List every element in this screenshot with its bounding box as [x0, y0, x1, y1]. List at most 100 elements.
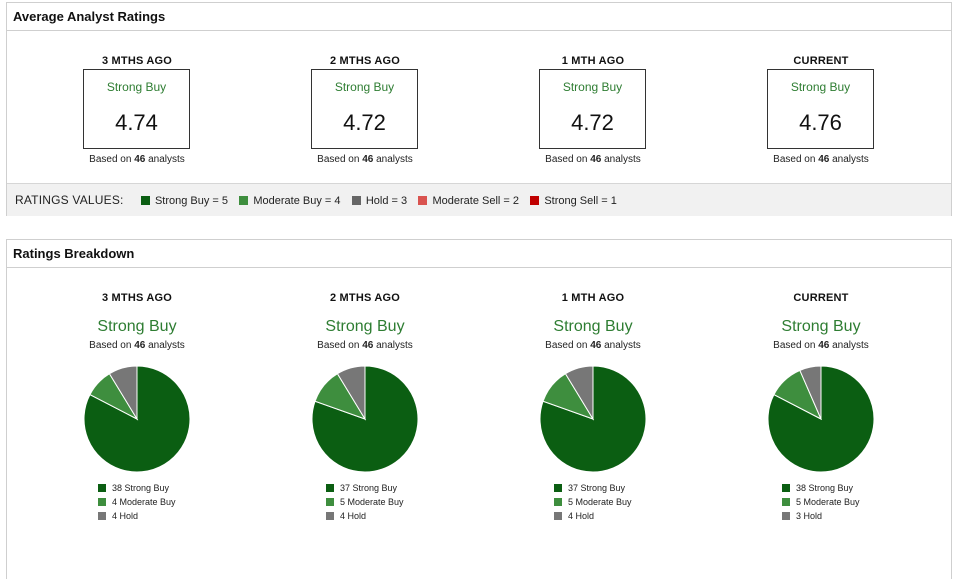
pie-legend-item: 37 Strong Buy [326, 481, 404, 495]
legend-swatch [782, 484, 790, 492]
rating-label: Strong Buy [106, 80, 167, 94]
rating-value: 4.76 [799, 110, 842, 135]
pie-legend-label: 37 Strong Buy [568, 483, 626, 493]
average-ratings-panel: Average Analyst Ratings 3 MTHS AGO Stron… [6, 2, 952, 216]
legend-swatch [326, 498, 334, 506]
pie-legend-label: 4 Hold [568, 511, 595, 521]
bd-col-2mths: 2 MTHS AGO Strong Buy Based on 46 analys… [265, 292, 465, 351]
bd-col-1mth: 1 MTH AGO Strong Buy Based on 46 analyst… [493, 292, 693, 351]
legend-swatch [554, 512, 562, 520]
ratings-breakdown-panel: Ratings Breakdown 3 MTHS AGO Strong Buy … [6, 239, 952, 579]
legend-swatch [98, 498, 106, 506]
rating-box-1mth: Strong Buy 4.72 [539, 69, 646, 149]
pie-legend-label: 5 Moderate Buy [568, 497, 632, 507]
legend-swatch [554, 498, 562, 506]
legend-moderate-sell: Moderate Sell = 2 [418, 195, 519, 207]
pie-legend-1mth: 37 Strong Buy 5 Moderate Buy 4 Hold [554, 481, 632, 523]
legend-swatch [98, 484, 106, 492]
rating-value: 4.72 [571, 110, 614, 135]
based-on-3mths: Based on 46 analysts [89, 154, 185, 165]
slice-hold[interactable] [564, 365, 594, 421]
legend-strong-sell: Strong Sell = 1 [530, 195, 617, 207]
period-heading: 3 MTHS AGO [101, 292, 173, 304]
bd-col-3mths: 3 MTHS AGO Strong Buy Based on 46 analys… [37, 292, 237, 351]
pie-legend-2mths: 37 Strong Buy 5 Moderate Buy 4 Hold [326, 481, 404, 523]
pie-legend-label: 38 Strong Buy [796, 483, 854, 493]
slice-hold[interactable] [799, 365, 822, 420]
pie-legend-item: 5 Moderate Buy [326, 495, 404, 509]
legend-swatch [554, 484, 562, 492]
rating-value: 4.74 [115, 110, 158, 135]
legend-swatch [326, 484, 334, 492]
rating-label: Strong Buy [790, 80, 851, 94]
rating-box-2mths: Strong Buy 4.72 [311, 69, 418, 149]
legend-swatch [351, 196, 361, 205]
pie-chart-1mth [539, 365, 647, 473]
pie-legend-current: 38 Strong Buy 5 Moderate Buy 3 Hold [782, 481, 860, 523]
pie-legend-item: 37 Strong Buy [554, 481, 632, 495]
pie-legend-3mths: 38 Strong Buy 4 Moderate Buy 4 Hold [98, 481, 176, 523]
pie-legend-item: 4 Hold [554, 509, 632, 523]
avg-col-current: CURRENT [721, 55, 921, 67]
pie-legend-label: 5 Moderate Buy [796, 497, 860, 507]
consensus-rating: Strong Buy [553, 318, 633, 335]
pie-legend-label: 4 Hold [340, 511, 367, 521]
pie-legend-item: 4 Hold [98, 509, 176, 523]
consensus-rating: Strong Buy [325, 318, 405, 335]
legend-swatch [782, 498, 790, 506]
rating-box-current: Strong Buy 4.76 [767, 69, 874, 149]
legend-swatch [140, 196, 150, 205]
legend-moderate-buy: Moderate Buy = 4 [239, 195, 341, 207]
based-on-current: Based on 46 analysts [773, 154, 869, 165]
period-heading: CURRENT [793, 55, 849, 67]
pie-chart-current [767, 365, 875, 473]
pie-legend-label: 3 Hold [796, 511, 823, 521]
pie-legend-label: 4 Hold [112, 511, 139, 521]
legend-hold: Hold = 3 [351, 195, 407, 207]
pie-chart-3mths [83, 365, 191, 473]
pie-legend-label: 37 Strong Buy [340, 483, 398, 493]
legend-strong-buy: Strong Buy = 5 [140, 195, 228, 207]
pie-legend-item: 5 Moderate Buy [782, 495, 860, 509]
period-heading: 2 MTHS AGO [329, 292, 401, 304]
rating-box-3mths: Strong Buy 4.74 [83, 69, 190, 149]
pie-legend-item: 4 Moderate Buy [98, 495, 176, 509]
pie-legend-item: 3 Hold [782, 509, 860, 523]
pie-legend-item: 5 Moderate Buy [554, 495, 632, 509]
slice-hold[interactable] [108, 365, 138, 421]
ratings-breakdown-title: Ratings Breakdown [7, 240, 951, 268]
pie-legend-item: 38 Strong Buy [98, 481, 176, 495]
avg-col-1mth: 1 MTH AGO [493, 55, 693, 67]
pie-legend-item: 4 Hold [326, 509, 404, 523]
period-heading: 1 MTH AGO [561, 55, 625, 67]
based-on-1mth: Based on 46 analysts [545, 154, 641, 165]
rating-value: 4.72 [343, 110, 386, 135]
based-on: Based on 46 analysts [317, 340, 413, 351]
legend-swatch [530, 196, 540, 205]
bd-col-current: CURRENT Strong Buy Based on 46 analysts [721, 292, 921, 351]
rating-label: Strong Buy [562, 80, 623, 94]
slice-hold[interactable] [336, 365, 366, 421]
legend-swatch [418, 196, 428, 205]
legend-swatch [782, 512, 790, 520]
period-heading: CURRENT [793, 292, 849, 304]
based-on: Based on 46 analysts [89, 340, 185, 351]
avg-col-2mths: 2 MTHS AGO [265, 55, 465, 67]
based-on: Based on 46 analysts [773, 340, 869, 351]
pie-chart-2mths [311, 365, 419, 473]
legend-swatch [239, 196, 249, 205]
avg-col-3mths: 3 MTHS AGO [37, 55, 237, 67]
based-on-2mths: Based on 46 analysts [317, 154, 413, 165]
period-heading: 3 MTHS AGO [101, 55, 173, 67]
legend-swatch [326, 512, 334, 520]
ratings-values-legend: RATINGS VALUES: Strong Buy = 5 Moderate … [7, 183, 951, 216]
pie-legend-item: 38 Strong Buy [782, 481, 860, 495]
consensus-rating: Strong Buy [97, 318, 177, 335]
rating-label: Strong Buy [334, 80, 395, 94]
pie-legend-label: 38 Strong Buy [112, 483, 170, 493]
period-heading: 1 MTH AGO [561, 292, 625, 304]
based-on: Based on 46 analysts [545, 340, 641, 351]
legend-swatch [98, 512, 106, 520]
average-ratings-title: Average Analyst Ratings [7, 3, 951, 31]
period-heading: 2 MTHS AGO [329, 55, 401, 67]
